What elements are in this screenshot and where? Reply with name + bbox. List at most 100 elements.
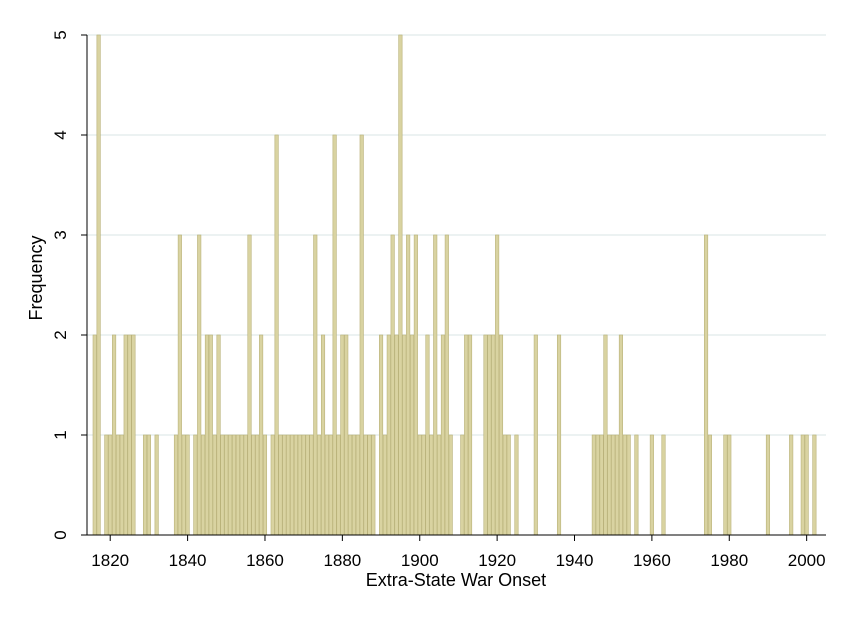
bar: [707, 434, 712, 536]
bar: [336, 434, 341, 536]
bar: [595, 434, 600, 536]
bar: [591, 434, 596, 536]
bar: [371, 434, 376, 536]
bar: [96, 34, 101, 536]
bar: [402, 334, 407, 536]
bar: [185, 434, 190, 536]
bar: [789, 434, 794, 536]
bar: [92, 334, 97, 536]
bar: [320, 334, 326, 536]
bar: [409, 334, 415, 536]
x-tick-label: 1860: [246, 551, 284, 570]
bar: [243, 434, 248, 536]
bar: [177, 234, 182, 536]
bar: [119, 434, 124, 536]
bar: [212, 434, 217, 536]
bar: [220, 434, 225, 536]
bar: [251, 434, 256, 536]
bar: [290, 434, 295, 536]
bar: [313, 234, 318, 536]
bar: [502, 434, 507, 536]
bar: [351, 434, 357, 536]
bar: [425, 334, 430, 536]
bar: [433, 234, 438, 536]
bar: [197, 234, 202, 536]
y-tick-label: 1: [51, 430, 70, 439]
bar: [506, 434, 511, 536]
x-tick-label: 1960: [633, 551, 671, 570]
y-tick-label: 0: [51, 530, 70, 539]
bar: [286, 434, 291, 536]
bar: [704, 234, 709, 536]
bar: [344, 334, 349, 536]
bar: [386, 334, 391, 536]
bar: [259, 334, 264, 536]
bar: [142, 434, 148, 536]
bar: [379, 334, 384, 536]
bar: [533, 334, 538, 536]
bar: [282, 434, 287, 536]
bar: [460, 434, 465, 536]
bar: [421, 434, 426, 536]
bar: [359, 134, 364, 536]
bar: [727, 434, 732, 536]
bar: [390, 234, 395, 536]
bar: [146, 434, 151, 536]
bar: [599, 434, 604, 536]
bar: [208, 334, 213, 536]
bar: [812, 434, 817, 536]
y-axis-title: Frequency: [26, 235, 46, 320]
bar: [603, 334, 608, 536]
bar: [127, 334, 132, 536]
y-tick-label: 4: [51, 130, 70, 139]
bar: [224, 434, 229, 536]
bar: [804, 434, 809, 536]
y-tick-label: 5: [51, 30, 70, 39]
bar: [204, 334, 209, 536]
bar: [301, 434, 306, 536]
bar: [115, 434, 120, 536]
bar: [131, 334, 136, 536]
bar: [661, 434, 666, 536]
bar: [255, 434, 260, 536]
bar: [293, 434, 298, 536]
bar: [417, 434, 422, 536]
bar: [618, 334, 623, 536]
bar: [297, 434, 302, 536]
bar: [340, 334, 345, 536]
bar: [649, 434, 654, 536]
bar: [437, 434, 442, 536]
x-tick-label: 1940: [556, 551, 594, 570]
x-tick-label: 2000: [788, 551, 826, 570]
bar: [444, 234, 449, 536]
bar: [413, 234, 418, 536]
bar: [181, 434, 186, 536]
bar: [324, 434, 329, 536]
bar: [262, 434, 268, 536]
bar: [228, 434, 233, 536]
bar: [626, 434, 631, 536]
bar: [123, 334, 128, 536]
bar: [382, 434, 387, 536]
bar: [235, 434, 240, 536]
bar: [556, 334, 562, 536]
bar: [305, 434, 310, 536]
bar: [231, 434, 237, 536]
bar: [193, 434, 198, 536]
bar: [615, 434, 620, 536]
bar: [800, 434, 805, 536]
bar: [363, 434, 368, 536]
bar: [274, 134, 279, 536]
x-tick-label: 1820: [91, 551, 129, 570]
bar: [309, 434, 314, 536]
x-tick-label: 1920: [478, 551, 516, 570]
bar: [154, 434, 159, 536]
bar: [247, 234, 252, 536]
bar: [348, 434, 353, 536]
bar: [464, 334, 469, 536]
axes: 0 1 2 3 4 5 1820 1840 1860 1880 1900 1920 1940 1960 19…: [51, 30, 826, 570]
bar: [328, 434, 333, 536]
x-tick-label: 1980: [710, 551, 748, 570]
bar: [723, 434, 728, 536]
